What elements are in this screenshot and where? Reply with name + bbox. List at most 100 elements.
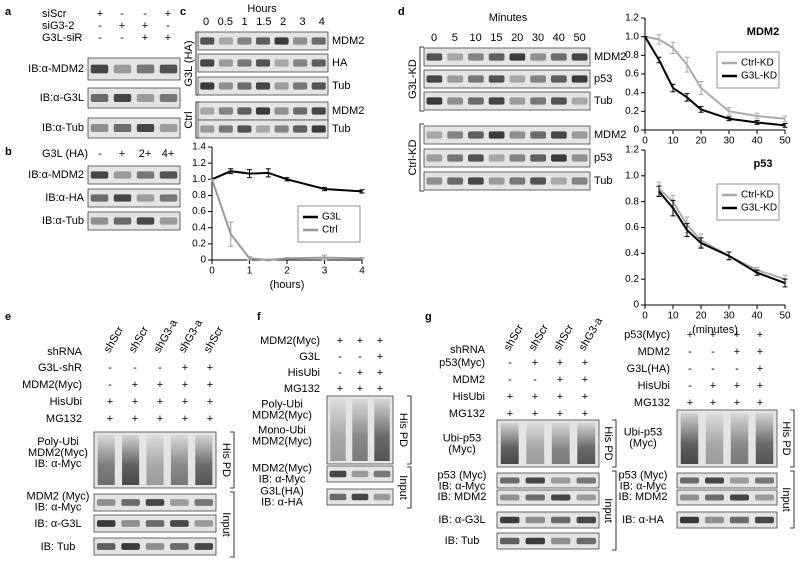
- time-label: 10: [469, 32, 481, 44]
- condition-mark: +: [157, 379, 163, 391]
- time-label: 0: [203, 16, 209, 28]
- error-bar: [670, 199, 676, 217]
- error-bar: [359, 189, 365, 194]
- condition-mark: +: [757, 346, 763, 358]
- blot-band: [121, 520, 140, 527]
- time-label: 0.5: [218, 16, 233, 28]
- blot-band: [426, 75, 443, 83]
- blot-smear: [705, 413, 724, 464]
- chart-title: p53: [754, 158, 773, 170]
- blot-smear: [195, 435, 213, 485]
- blot-band: [113, 171, 132, 179]
- condition-mark: +: [357, 367, 363, 379]
- condition-mark: +: [507, 408, 513, 420]
- blot-band: [255, 37, 271, 45]
- blot-band: [136, 171, 155, 179]
- error-bar: [247, 256, 252, 261]
- time-title: Minutes: [489, 12, 528, 24]
- condition-label: MG132: [634, 397, 670, 409]
- bracket: [612, 470, 617, 551]
- condition-label: HisUbi: [50, 396, 82, 408]
- blot-smear: [526, 423, 545, 464]
- blot-band: [90, 171, 109, 179]
- error-bar: [284, 257, 290, 260]
- y-tick-label: 1.0: [625, 31, 639, 42]
- blot-band: [293, 59, 308, 67]
- y-tick-label: 0: [633, 300, 639, 311]
- blot-band: [500, 516, 520, 524]
- blot-band: [113, 194, 132, 202]
- blot-band: [373, 493, 391, 501]
- probe-label: IB: α-HA: [261, 496, 303, 508]
- blot-band: [311, 59, 326, 67]
- blot: [93, 537, 217, 556]
- error-bar: [322, 186, 327, 192]
- blot-band: [447, 177, 464, 185]
- condition-mark: +: [582, 374, 588, 386]
- blot-band: [550, 97, 567, 105]
- blot-band: [96, 520, 116, 527]
- blot-band: [509, 177, 526, 185]
- probe-label: (Myc): [629, 437, 657, 449]
- legend-label: G3L-KD: [741, 71, 777, 82]
- bracket: [790, 409, 795, 468]
- lanes-title: shRNA: [47, 346, 83, 358]
- blot-band: [755, 477, 774, 484]
- condition-mark: -: [358, 351, 362, 363]
- time-label: 20: [511, 32, 523, 44]
- panel-label: d: [398, 6, 405, 18]
- blot-band: [136, 217, 155, 225]
- condition-mark: +: [377, 351, 383, 363]
- condition-mark: -: [688, 363, 692, 375]
- x-tick-label: 0: [642, 136, 648, 147]
- error-bar: [684, 56, 690, 73]
- blot-band: [237, 125, 252, 133]
- condition-mark: +: [142, 32, 148, 44]
- x-tick-label: 0: [209, 266, 215, 277]
- bracket: [790, 470, 795, 529]
- condition-mark: -: [98, 20, 102, 32]
- bracket: [230, 491, 235, 558]
- time-label: 5: [452, 32, 458, 44]
- x-tick-label: 30: [723, 311, 735, 322]
- condition-mark: +: [207, 396, 213, 408]
- blot-smear: [500, 423, 519, 464]
- condition-label: HisUbi: [453, 391, 485, 403]
- condition-mark: -: [166, 20, 170, 32]
- x-tick-label: 10: [667, 136, 679, 147]
- blot-band: [426, 53, 443, 61]
- condition-mark: +: [532, 408, 538, 420]
- band-label: MDM2: [594, 51, 626, 63]
- time-label: 50: [573, 32, 585, 44]
- probe-label: G3L(HA): [260, 485, 303, 497]
- condition-label: siG3-2: [42, 20, 74, 32]
- blot-band: [551, 516, 571, 524]
- blot-band: [274, 107, 289, 115]
- time-label: 2: [280, 16, 286, 28]
- blot-smear: [755, 413, 774, 464]
- blot: [87, 188, 181, 208]
- condition-mark: +: [687, 329, 693, 341]
- blot: [423, 91, 591, 111]
- condition-mark: +: [710, 380, 716, 392]
- probe-label: IB: MDM2: [438, 491, 487, 503]
- blot-band: [488, 154, 505, 162]
- legend-label: G3L-KD: [741, 203, 777, 214]
- condition-mark: -: [108, 362, 112, 374]
- x-tick-label: 4: [359, 266, 365, 277]
- x-axis-label: (minutes): [692, 324, 738, 336]
- blot-smear: [577, 423, 596, 464]
- y-tick-label: 0.4: [625, 87, 639, 98]
- band-label: Tub: [594, 175, 613, 187]
- condition-mark: +: [157, 413, 163, 425]
- error-bar: [228, 168, 234, 175]
- probe-label: MDM2(Myc): [28, 447, 88, 459]
- x-tick-label: 40: [751, 136, 763, 147]
- blot-band: [467, 75, 484, 83]
- side-label: G3L (HA): [183, 40, 195, 86]
- blot-band: [159, 64, 178, 74]
- blot-band: [525, 537, 545, 545]
- blot-band: [311, 107, 326, 115]
- condition-mark: +: [734, 346, 740, 358]
- error-bar: [726, 107, 732, 116]
